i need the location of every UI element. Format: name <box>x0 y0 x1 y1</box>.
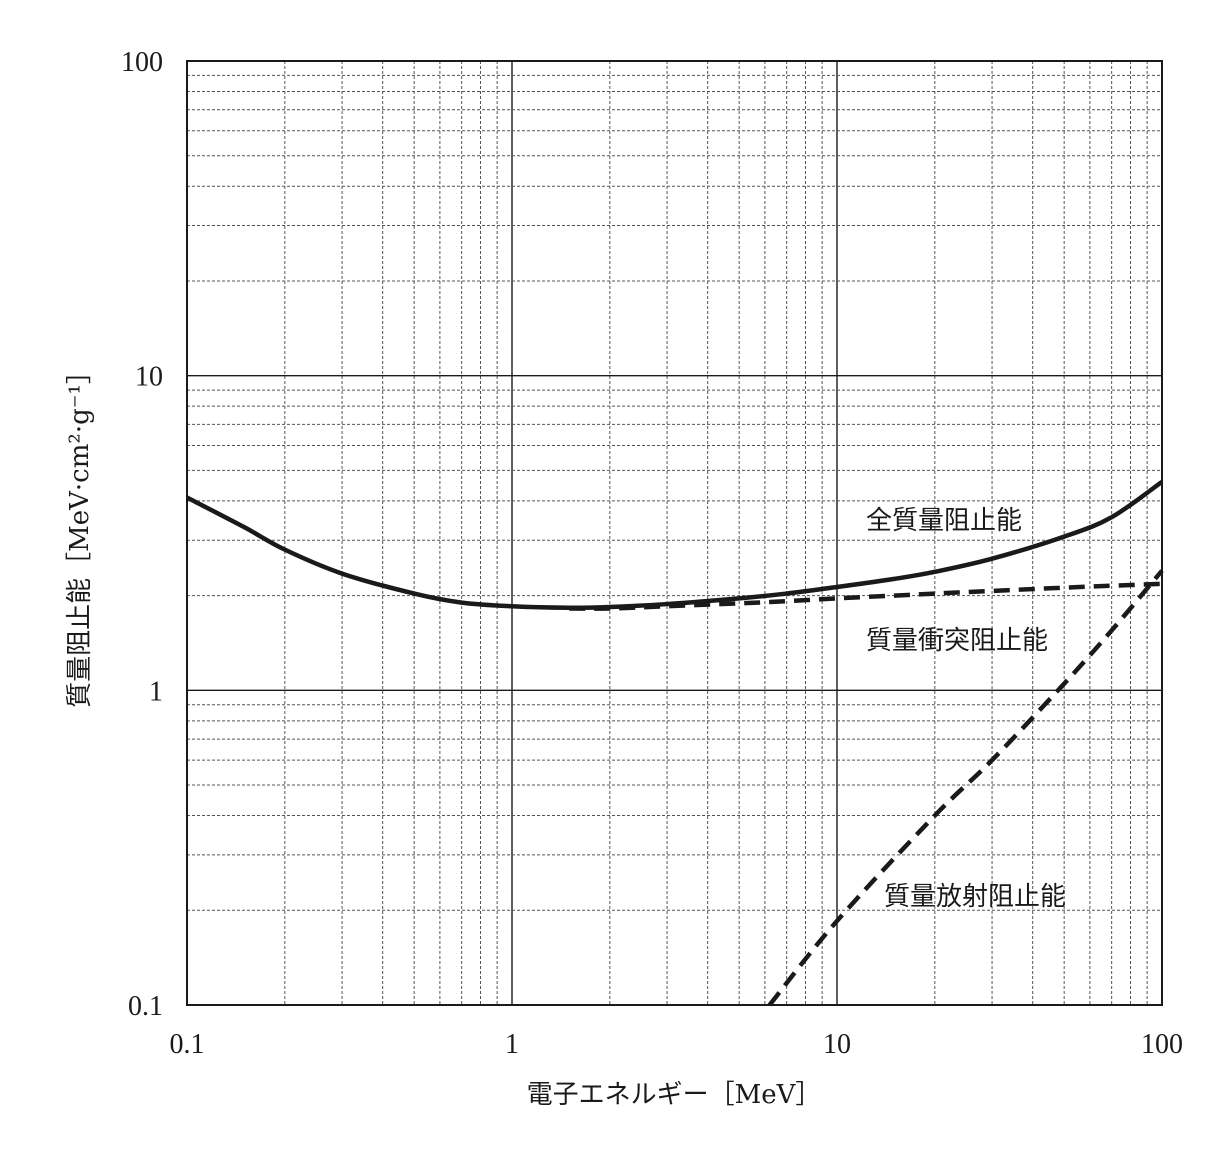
series-layer <box>185 479 1164 1007</box>
y-tick-label: 1 <box>149 676 163 707</box>
grid <box>187 61 1162 1005</box>
series-radiative-stopping-power <box>767 569 1164 1007</box>
series-label-radiative: 質量放射阻止能 <box>884 882 1066 912</box>
y-tick-label: 0.1 <box>128 991 163 1022</box>
series-collision-stopping-power <box>569 581 1163 611</box>
series-total-stopping-power <box>185 479 1164 611</box>
x-tick-label: 100 <box>1141 1029 1183 1060</box>
y-tick-label: 10 <box>135 362 163 393</box>
series-label-collision: 質量衝突阻止能 <box>866 626 1048 656</box>
y-tick-label: 100 <box>121 47 163 78</box>
plot-frame <box>186 60 1163 1006</box>
x-tick-label: 1 <box>505 1029 519 1060</box>
x-tick-label: 0.1 <box>170 1029 205 1060</box>
y-axis-title: 質量阻止能［MeV·cm²·g⁻¹］ <box>65 358 95 708</box>
x-tick-label: 10 <box>823 1029 851 1060</box>
tick-labels: 0.1 1 10 100 0.1 1 10 100 <box>121 47 1183 1060</box>
x-axis-title: 電子エネルギー［MeV］ <box>527 1080 822 1110</box>
series-label-total: 全質量阻止能 <box>866 506 1022 536</box>
